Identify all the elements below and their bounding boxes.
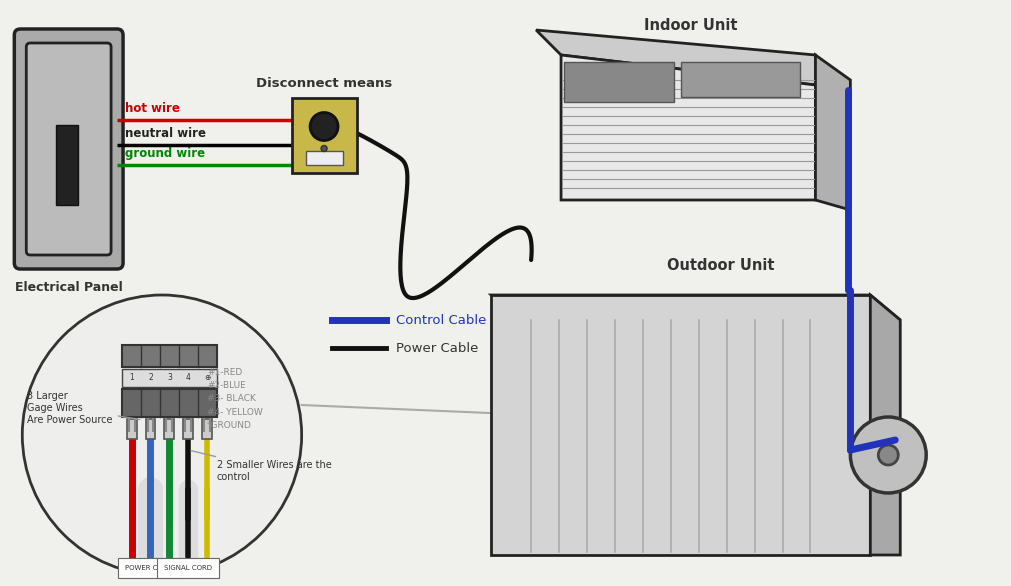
Circle shape bbox=[309, 113, 338, 141]
Text: POWER CABLE: POWER CABLE bbox=[125, 565, 176, 571]
Text: Outdoor Unit: Outdoor Unit bbox=[666, 258, 773, 273]
Text: Indoor Unit: Indoor Unit bbox=[643, 18, 737, 33]
Text: SIGNAL CORD: SIGNAL CORD bbox=[164, 565, 212, 571]
Bar bbox=[57, 125, 78, 205]
Text: ⊕: ⊕ bbox=[204, 373, 210, 383]
Bar bbox=[126, 419, 136, 439]
FancyBboxPatch shape bbox=[14, 29, 123, 269]
Text: 4: 4 bbox=[186, 373, 191, 383]
Text: ground wire: ground wire bbox=[125, 147, 205, 160]
Text: 2: 2 bbox=[148, 373, 153, 383]
Circle shape bbox=[878, 445, 898, 465]
Circle shape bbox=[849, 417, 925, 493]
Text: Power Cable: Power Cable bbox=[396, 342, 478, 355]
Text: 3: 3 bbox=[167, 373, 172, 383]
Bar bbox=[183, 419, 193, 439]
Polygon shape bbox=[560, 55, 815, 200]
Bar bbox=[122, 389, 216, 417]
Bar bbox=[680, 62, 800, 97]
Text: Disconnect means: Disconnect means bbox=[256, 77, 392, 90]
Bar bbox=[563, 62, 673, 102]
Bar bbox=[146, 419, 156, 439]
Text: 1: 1 bbox=[129, 373, 133, 383]
Polygon shape bbox=[490, 295, 900, 320]
Polygon shape bbox=[869, 295, 900, 555]
Text: hot wire: hot wire bbox=[125, 102, 180, 115]
Circle shape bbox=[22, 295, 301, 575]
Text: neutral wire: neutral wire bbox=[125, 127, 206, 140]
Polygon shape bbox=[815, 55, 849, 210]
Text: 2 Smaller Wires are the
control: 2 Smaller Wires are the control bbox=[191, 451, 332, 482]
Bar bbox=[291, 98, 356, 173]
Text: #1-RED
#2-BLUE
#3- BLACK
#4- YELLOW
*GROUND: #1-RED #2-BLUE #3- BLACK #4- YELLOW *GRO… bbox=[206, 368, 262, 430]
Polygon shape bbox=[536, 30, 815, 85]
Text: Electrical Panel: Electrical Panel bbox=[15, 281, 122, 294]
Bar bbox=[122, 369, 216, 387]
Text: 3 Larger
Gage Wires
Are Power Source: 3 Larger Gage Wires Are Power Source bbox=[27, 391, 140, 425]
FancyBboxPatch shape bbox=[26, 43, 111, 255]
Bar bbox=[165, 419, 174, 439]
Polygon shape bbox=[490, 295, 869, 555]
Bar bbox=[202, 419, 212, 439]
Text: Control Cable: Control Cable bbox=[396, 314, 486, 326]
Bar bbox=[122, 345, 216, 367]
Circle shape bbox=[320, 145, 327, 152]
Bar bbox=[305, 151, 342, 165]
